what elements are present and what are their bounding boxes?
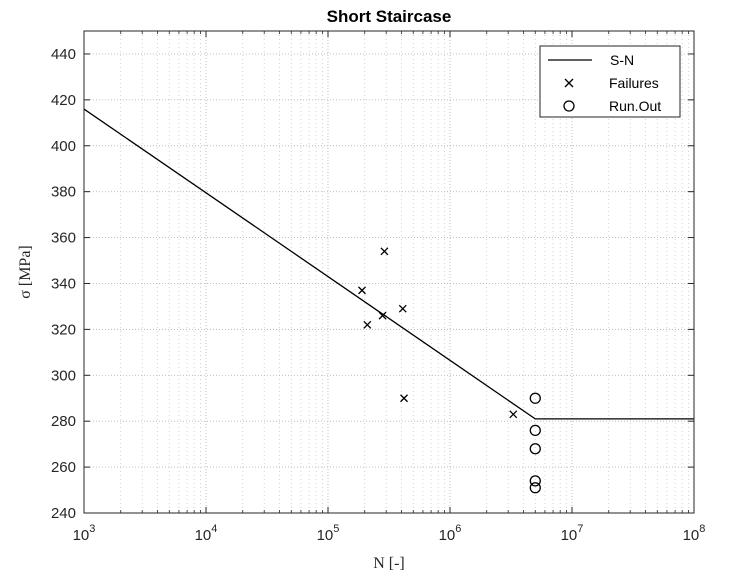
sn-curve-line <box>83 108 694 420</box>
failure-point <box>378 311 387 320</box>
legend-runout-label: Run.Out <box>609 98 661 114</box>
failure-point <box>398 304 407 313</box>
legend-box <box>539 45 681 118</box>
failure-point <box>363 320 372 329</box>
y-tick-label: 320 <box>51 321 76 338</box>
x-tick-label: 108 <box>683 523 706 544</box>
failure-point <box>358 286 366 295</box>
y-tick-label: 300 <box>51 367 76 384</box>
runout-point <box>529 482 541 494</box>
legend-failures-marker <box>564 78 574 88</box>
major-grid <box>84 31 694 513</box>
x-tick-label: 105 <box>317 523 340 544</box>
x-tick-label: 104 <box>195 523 218 544</box>
y-tick-label: 360 <box>51 230 76 247</box>
y-tick-label: 280 <box>51 413 76 430</box>
legend-failures-label: Failures <box>609 75 659 91</box>
failure-point <box>380 247 389 256</box>
failure-point <box>400 394 408 403</box>
chart-title: Short Staircase <box>327 7 452 26</box>
tick-marks <box>83 31 695 514</box>
plot-frame <box>83 30 695 514</box>
runout-point <box>529 392 541 404</box>
y-tick-label: 380 <box>51 184 76 201</box>
y-axis-label: σ [MPa] <box>17 245 34 299</box>
legend-sn-label: S-N <box>610 52 634 68</box>
legend-runout-marker <box>563 100 575 112</box>
y-tick-label: 420 <box>51 92 76 109</box>
y-tick-label: 400 <box>51 138 76 155</box>
failure-point <box>509 410 518 419</box>
x-tick-label: 103 <box>73 523 96 544</box>
runout-point <box>529 424 541 437</box>
legend: S-N Failures Run.Out <box>539 45 681 118</box>
y-tick-label: 260 <box>51 459 76 476</box>
x-axis-label: N [-] <box>373 555 405 572</box>
runout-point <box>529 443 541 455</box>
x-tick-label: 106 <box>439 523 462 544</box>
tick-labels: 103 104 105 106 107 108 240 260 280 300 320 340 360 3… <box>51 46 705 544</box>
y-tick-label: 440 <box>51 46 76 63</box>
runout-point <box>529 475 541 487</box>
y-tick-label: 340 <box>51 275 76 292</box>
x-tick-label: 107 <box>561 523 584 544</box>
y-tick-label: 240 <box>51 505 76 522</box>
series-layer <box>83 108 694 494</box>
